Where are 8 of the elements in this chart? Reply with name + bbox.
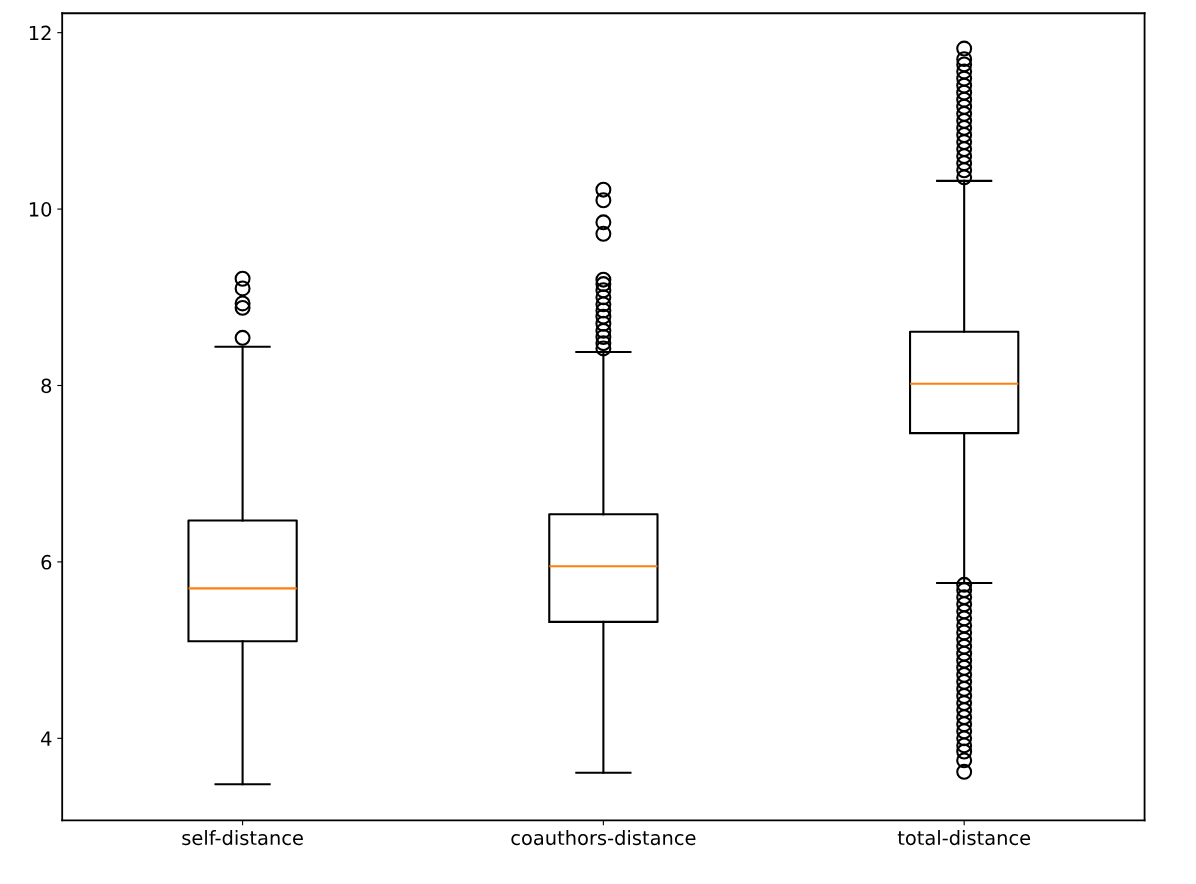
x-tick-label: self-distance bbox=[182, 830, 303, 846]
y-tick-label: 12 bbox=[29, 25, 51, 41]
y-tick-label: 4 bbox=[41, 731, 52, 746]
x-tick-label: coauthors-distance bbox=[511, 830, 696, 846]
y-tick-label: 10 bbox=[29, 202, 52, 217]
y-tick-label: 8 bbox=[41, 378, 52, 394]
y-tick-label: 6 bbox=[41, 554, 52, 570]
x-tick-label: total-distance bbox=[897, 830, 1031, 846]
